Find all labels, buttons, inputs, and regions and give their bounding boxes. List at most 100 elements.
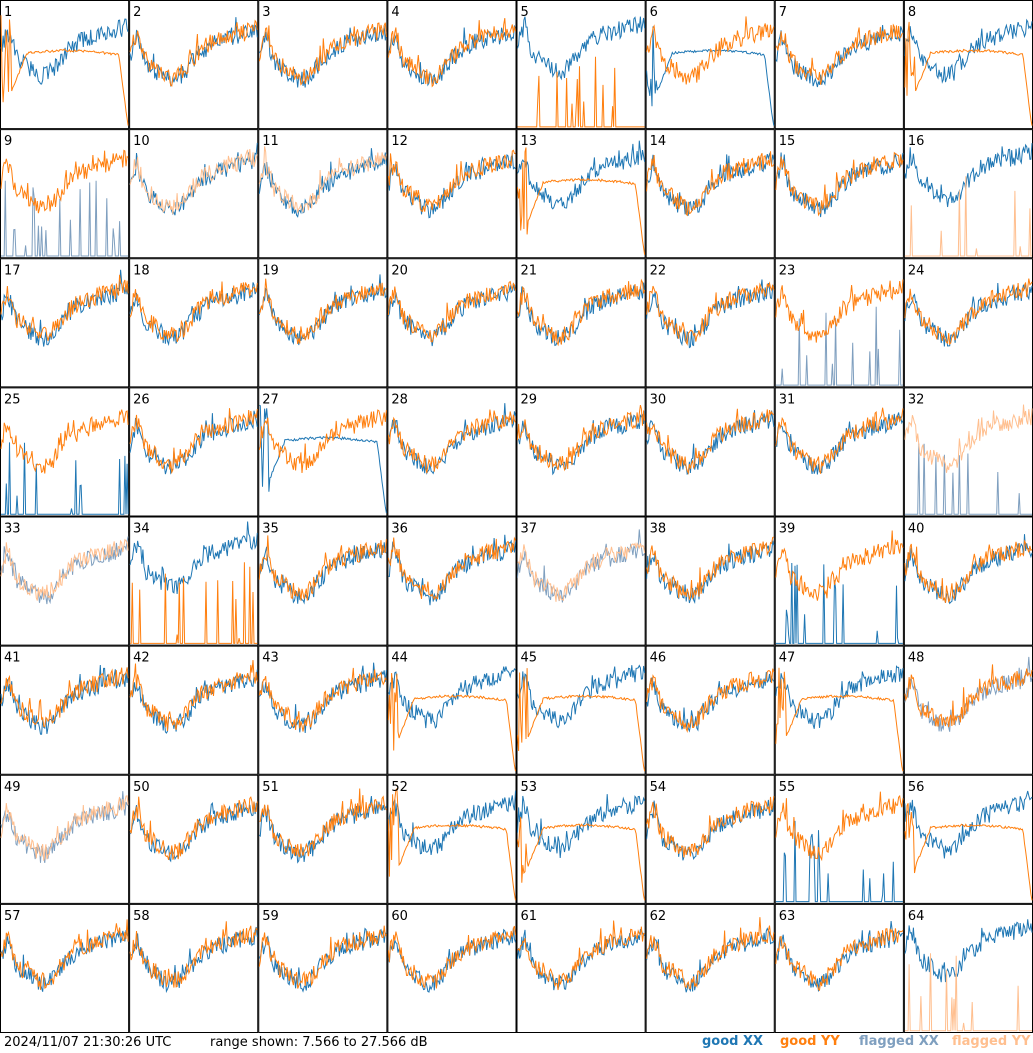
legend-flagged-yy: flagged YY [952, 1034, 1031, 1049]
panel-label: 52 [391, 780, 408, 795]
series-yy [258, 146, 387, 214]
panel-27: 27 [258, 387, 388, 517]
panel-2: 2 [129, 0, 259, 130]
panel-label: 64 [908, 909, 925, 924]
panel-label: 53 [521, 780, 538, 795]
panel-frame [129, 645, 259, 775]
panel-label: 31 [779, 392, 796, 407]
panel-frame [387, 903, 517, 1033]
series-yy [258, 409, 387, 474]
panel-36: 36 [387, 516, 517, 646]
panel-label: 47 [779, 651, 796, 666]
series-yy [0, 409, 129, 474]
panel-3: 3 [258, 0, 388, 130]
series-yy [904, 953, 1032, 1032]
panel-label: 8 [908, 5, 916, 20]
panel-44: 44 [387, 645, 517, 775]
panel-label: 16 [908, 134, 925, 149]
series-yy [775, 151, 904, 217]
series-yy [0, 15, 129, 126]
legend-good-yy: good YY [780, 1034, 840, 1049]
legend-good-xx-pol: XX [743, 1034, 764, 1049]
series-yy [0, 538, 129, 601]
legend-good-xx: good XX [702, 1034, 763, 1049]
panel-label: 59 [262, 909, 279, 924]
panel-label: 42 [133, 651, 150, 666]
panel-51: 51 [258, 774, 388, 904]
panel-label: 35 [262, 522, 279, 537]
panel-32: 32 [903, 387, 1033, 517]
series-yy [904, 21, 1033, 126]
series-xx [775, 665, 904, 729]
series-yy [904, 176, 1032, 257]
panel-label: 39 [779, 522, 796, 537]
panel-8: 8 [903, 0, 1033, 130]
series-yy [517, 668, 646, 772]
series-xx [387, 25, 516, 87]
panel-25: 25 [0, 387, 130, 517]
panel-label: 27 [262, 392, 279, 407]
panel-4: 4 [387, 0, 517, 130]
series-yy [387, 536, 516, 601]
panel-64: 64 [903, 903, 1033, 1033]
series-yy [646, 796, 775, 858]
series-xx [904, 919, 1033, 983]
series-yy [775, 667, 904, 772]
panel-label: 38 [650, 522, 667, 537]
panel-54: 54 [645, 774, 775, 904]
series-xx [387, 152, 516, 219]
series-yy [258, 278, 387, 344]
panel-30: 30 [645, 387, 775, 517]
series-xx [775, 152, 904, 218]
series-yy [646, 668, 775, 733]
panel-label: 62 [650, 909, 667, 924]
panel-33: 33 [0, 516, 130, 646]
panel-label: 19 [262, 263, 279, 278]
panel-label: 2 [133, 5, 141, 20]
series-yy [387, 18, 516, 88]
series-yy [517, 816, 646, 901]
panel-59: 59 [258, 903, 388, 1033]
panel-label: 37 [521, 522, 538, 537]
series-yy [517, 920, 645, 991]
panel-39: 39 [774, 516, 904, 646]
panel-label: 32 [908, 392, 925, 407]
panel-1: 1 [0, 0, 130, 130]
series-yy [129, 149, 258, 215]
series-xx [775, 306, 903, 386]
series-yy [517, 278, 646, 347]
panel-63: 63 [774, 903, 904, 1033]
series-yy [517, 147, 646, 255]
series-yy [646, 536, 774, 601]
panel-42: 42 [129, 645, 259, 775]
panel-frame [516, 0, 646, 130]
panel-label: 57 [4, 909, 21, 924]
series-yy [387, 673, 516, 772]
panel-label: 25 [4, 392, 21, 407]
panel-label: 6 [650, 5, 658, 20]
timestamp: 2024/11/07 21:30:26 UTC [4, 1035, 172, 1050]
panel-label: 58 [133, 909, 150, 924]
series-yy [0, 667, 129, 728]
panel-label: 34 [133, 522, 150, 537]
panel-frame [903, 129, 1033, 259]
series-yy [387, 149, 516, 212]
panel-31: 31 [774, 387, 904, 517]
panel-label: 24 [908, 263, 925, 278]
panel-label: 26 [133, 392, 150, 407]
panel-6: 6 [645, 0, 775, 130]
series-yy [129, 660, 258, 731]
panel-61: 61 [516, 903, 646, 1033]
panel-label: 44 [391, 651, 408, 666]
series-yy [904, 803, 1033, 901]
panel-14: 14 [645, 129, 775, 259]
series-yy [0, 795, 129, 861]
panel-label: 28 [391, 392, 408, 407]
panel-45: 45 [516, 645, 646, 775]
panel-label: 33 [4, 522, 21, 537]
panel-41: 41 [0, 645, 130, 775]
series-xx [646, 927, 775, 993]
series-xx [129, 17, 258, 87]
series-yy [646, 16, 775, 85]
